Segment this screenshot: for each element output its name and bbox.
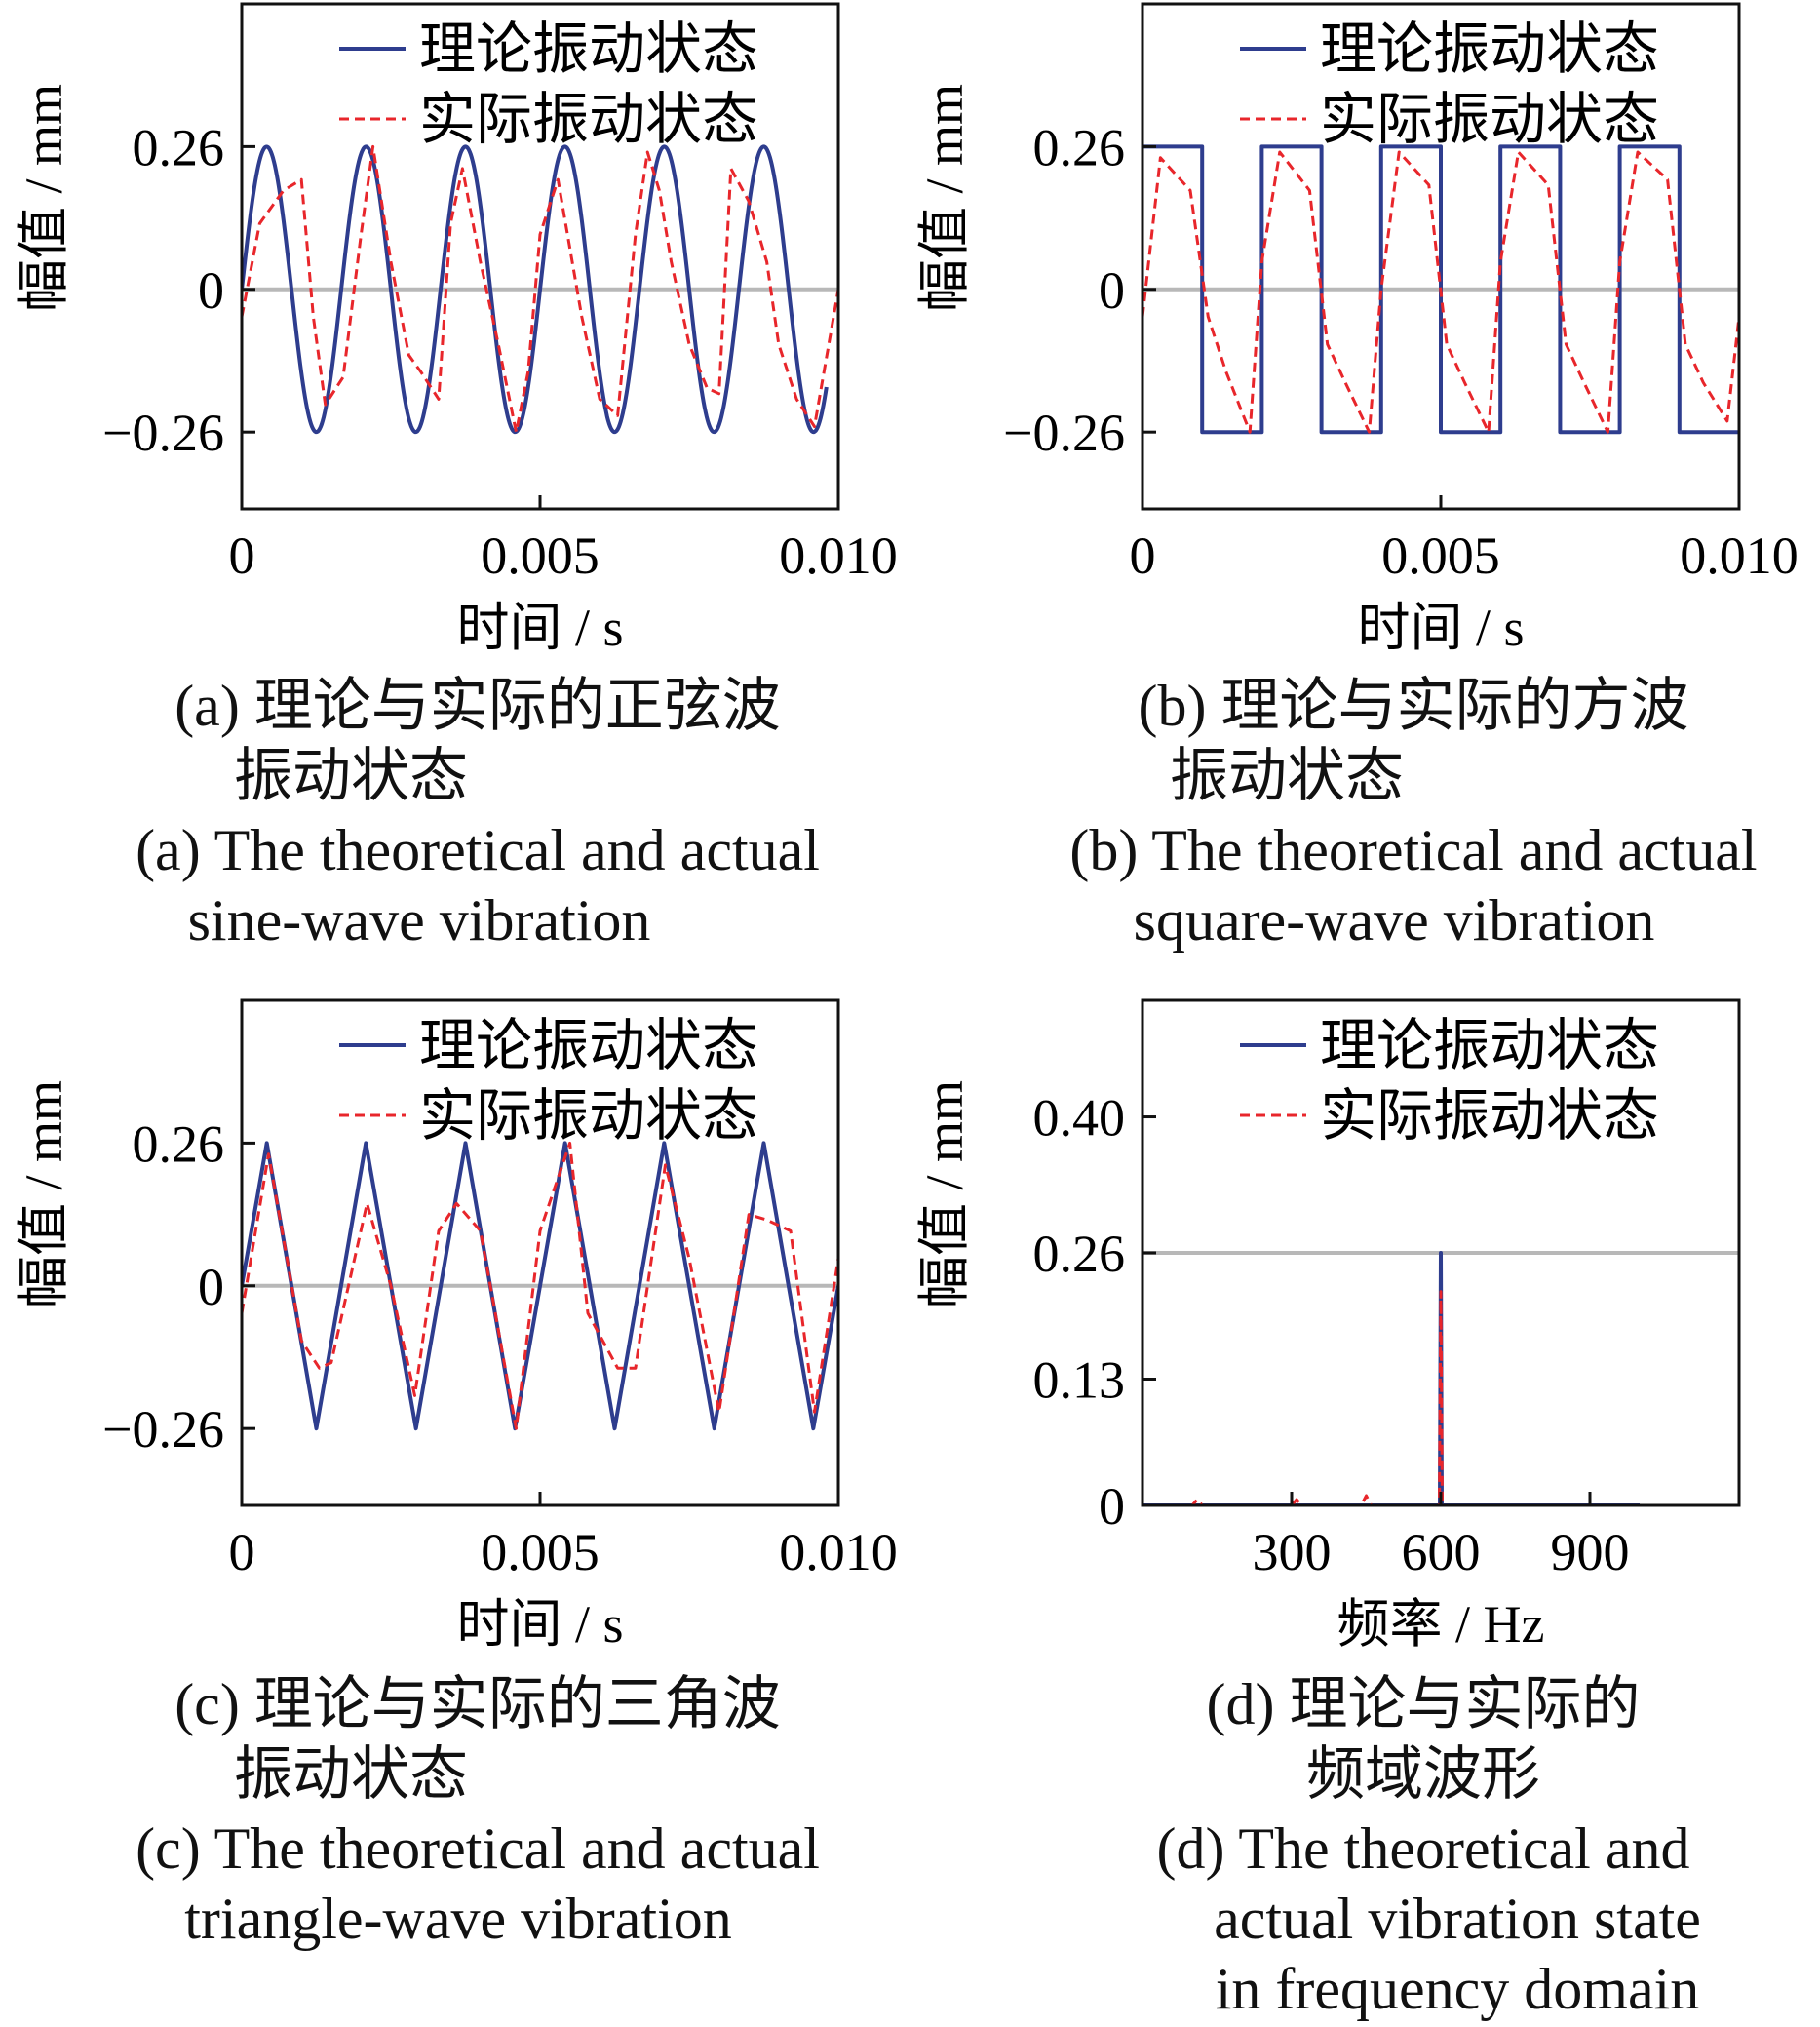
y-axis-title-a: 幅值 / mm [15,84,73,312]
y-tick-label-b-0: −0.26 [1003,404,1125,462]
caption-d-en-line3: in frequency domain [1215,1957,1700,2021]
y-tick-label-a-2: 0.26 [133,118,225,176]
x-tick-label-c-2: 0.010 [779,1523,898,1581]
caption-a-cn-line2: 振动状态 [234,744,468,808]
caption-d: (d) 理论与实际的 频域波形 (d) The theoretical and … [1033,1669,1813,2024]
caption-d-en-line1: (d) The theoretical and [1156,1816,1690,1881]
legend-actual-label-d: 实际振动状态 [1320,1084,1659,1148]
legend-theoretical-label-b: 理论振动状态 [1320,18,1659,81]
theoretical-series-line-a [242,144,829,435]
y-tick-label-d-2: 0.26 [1033,1225,1126,1283]
actual-series-line-a [242,144,838,434]
legend-actual-label-a: 实际振动状态 [419,88,758,151]
legend-actual-label-c: 实际振动状态 [419,1084,758,1148]
y-tick-label-d-0: 0 [1099,1477,1125,1536]
y-tick-label-c-0: −0.26 [102,1400,224,1459]
theoretical-series-line-c [242,1141,838,1431]
legend-theoretical-label-d: 理论振动状态 [1320,1014,1659,1077]
x-tick-label-a-2: 0.010 [779,526,898,585]
x-tick-label-d-1: 600 [1402,1523,1481,1581]
x-tick-label-d-2: 900 [1551,1523,1630,1581]
caption-b-en-line1: (b) The theoretical and actual [1069,818,1758,882]
x-tick-label-b-1: 0.005 [1381,526,1500,585]
caption-b-cn-line1: (b) 理论与实际的方波 [1138,674,1689,738]
x-tick-label-a-1: 0.005 [481,526,600,585]
legend-actual-label-b: 实际振动状态 [1320,88,1659,151]
x-axis-title-b: 时间 / s [1357,599,1524,657]
caption-c-en-line2: triangle-wave vibration [184,1887,732,1951]
actual-series-line-d [1142,1290,1640,1505]
caption-c: (c) 理论与实际的三角波 振动状态 (c) The theoretical a… [78,1669,877,1954]
x-tick-label-c-0: 0 [229,1523,255,1581]
x-tick-label-c-1: 0.005 [481,1523,600,1581]
x-axis-title-d: 频率 / Hz [1337,1595,1545,1654]
legend-theoretical-label-c: 理论振动状态 [419,1014,758,1077]
y-tick-label-c-2: 0.26 [133,1114,225,1173]
caption-d-cn-line2: 频域波形 [1306,1742,1540,1807]
y-tick-label-d-3: 0.40 [1033,1089,1126,1148]
x-axis-title-c: 时间 / s [456,1595,623,1654]
caption-a: (a) 理论与实际的正弦波 振动状态 (a) The theoretical a… [78,671,877,955]
x-tick-label-b-0: 0 [1130,526,1156,585]
caption-c-cn-line1: (c) 理论与实际的三角波 [174,1672,781,1736]
caption-a-en-line1: (a) The theoretical and actual [136,818,820,882]
y-tick-label-a-0: −0.26 [102,404,224,462]
chart-panel-a: 0 0.005 0.010 −0.26 0 0.26 时间 / s 幅值 / mm 理论振动状态… [15,2,898,657]
caption-d-en-line2: actual vibration state [1214,1887,1701,1951]
theoretical-series-line-d [1142,1251,1640,1505]
y-tick-label-a-1: 0 [198,261,224,320]
caption-d-cn-line1: (d) 理论与实际的 [1206,1672,1641,1736]
y-tick-label-b-1: 0 [1099,261,1125,320]
y-tick-label-d-1: 0.13 [1033,1351,1126,1410]
caption-b-cn-line2: 振动状态 [1170,744,1404,808]
caption-a-cn-line1: (a) 理论与实际的正弦波 [174,674,781,738]
y-axis-title-b: 幅值 / mm [915,84,974,312]
y-tick-label-c-1: 0 [198,1258,224,1316]
chart-panel-b: 0 0.005 0.010 −0.26 0 0.26 时间 / s 幅值 / mm 理论振动状态… [915,2,1799,657]
x-tick-label-a-0: 0 [229,526,255,585]
legend-theoretical-label-a: 理论振动状态 [419,18,758,81]
caption-c-cn-line2: 振动状态 [234,1742,468,1807]
x-tick-label-d-0: 300 [1253,1523,1332,1581]
y-axis-title-c: 幅值 / mm [15,1080,73,1308]
y-tick-label-b-2: 0.26 [1033,118,1126,176]
chart-panel-c: 0 0.005 0.010 −0.26 0 0.26 时间 / s 幅值 / mm 理论振动状态… [15,998,898,1654]
y-axis-title-d: 幅值 / mm [915,1080,974,1308]
x-axis-title-a: 时间 / s [456,599,623,657]
actual-series-line-b [1142,150,1739,434]
caption-b-en-line2: square-wave vibration [1133,888,1655,953]
caption-b: (b) 理论与实际的方波 振动状态 (b) The theoretical an… [1014,671,1813,955]
chart-panel-d: 300 600 900 0 0.13 0.26 0.40 频率 / Hz 幅值 / mm 理论振动… [915,998,1741,1654]
caption-c-en-line1: (c) The theoretical and actual [136,1816,820,1881]
actual-series-line-c [242,1141,838,1430]
x-tick-label-b-2: 0.010 [1680,526,1799,585]
caption-a-en-line2: sine-wave vibration [187,888,651,953]
